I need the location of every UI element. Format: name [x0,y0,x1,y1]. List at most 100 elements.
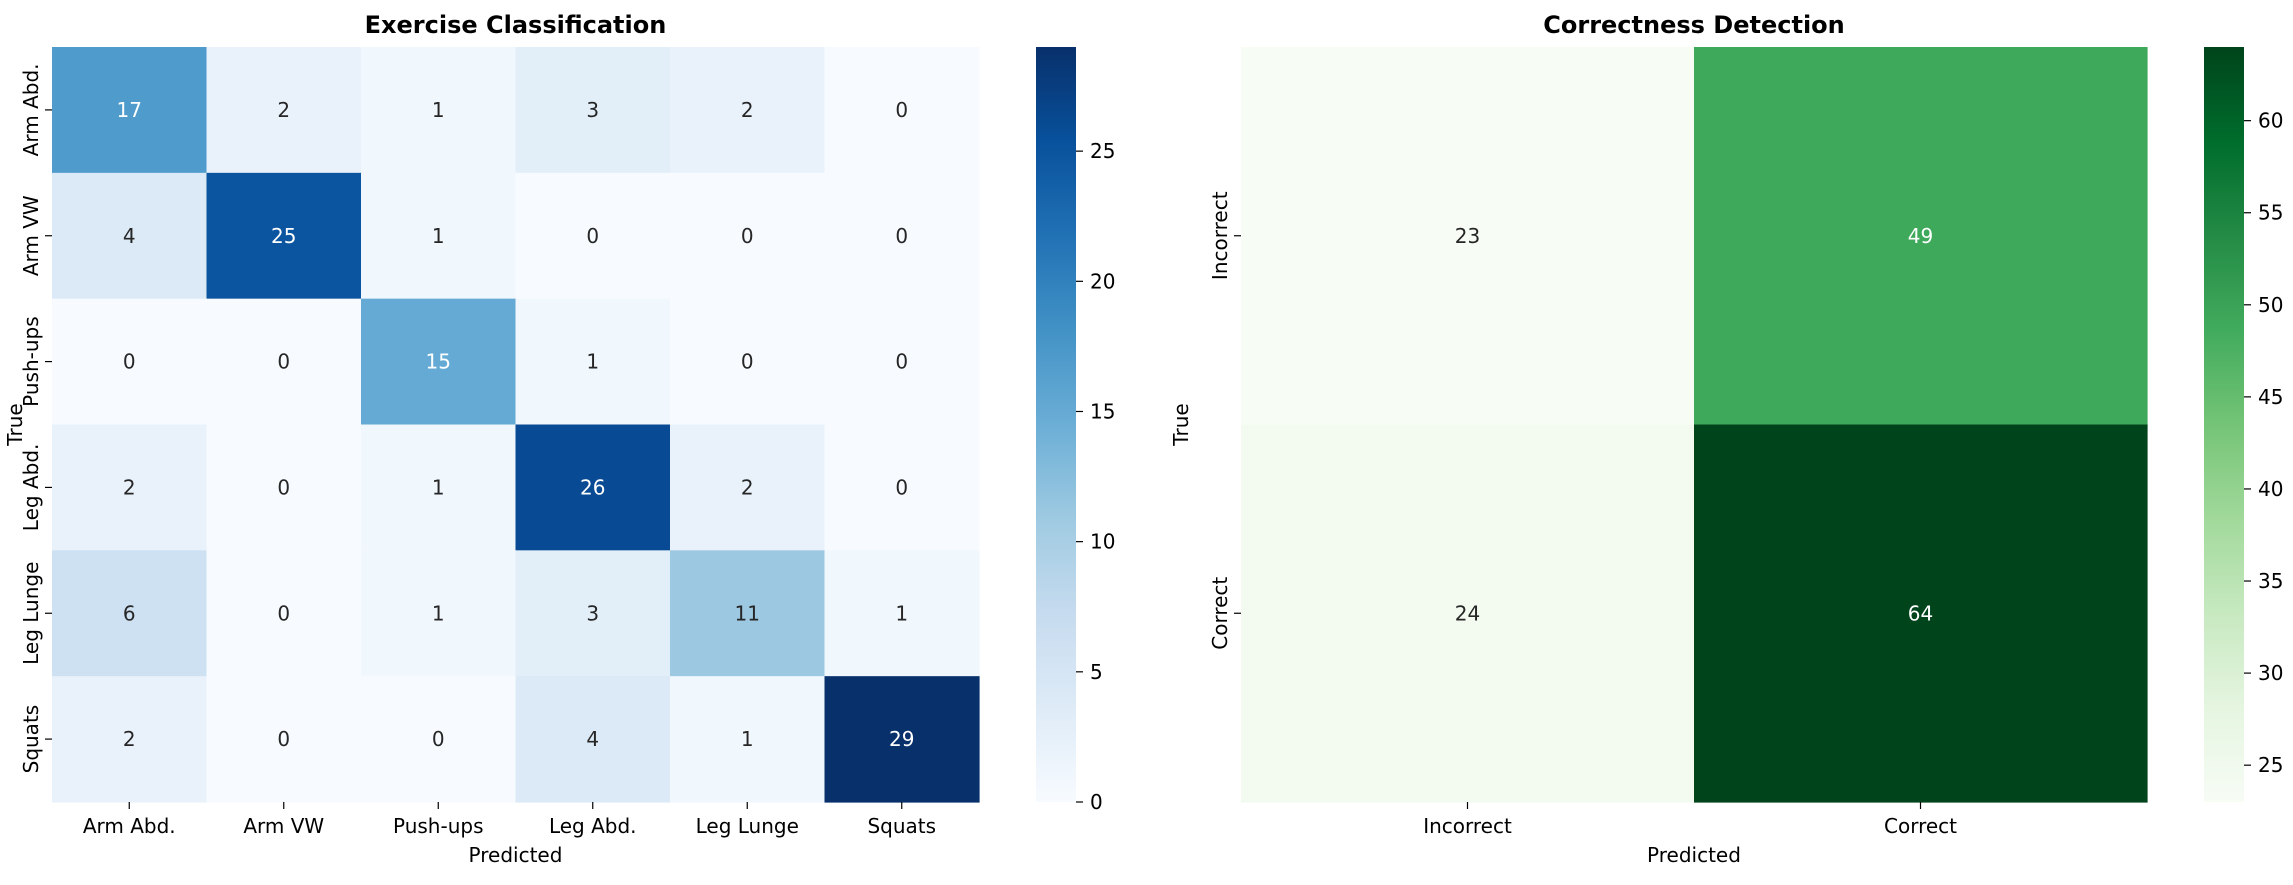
x-tick-label: Push-ups [393,814,484,838]
cell-value-label: 3 [586,98,599,122]
cell-value-label: 0 [895,224,908,248]
heatmap-cell [824,550,980,677]
colorbar-tick-label: 25 [2258,753,2283,777]
cell-value-label: 1 [432,98,445,122]
cell-value-label: 1 [432,224,445,248]
heatmap-cell [52,550,208,677]
heatmap-cell [1241,424,1695,803]
heatmap-cell [670,676,826,803]
heatmap-cell [206,47,362,174]
heatmap-cell [361,47,517,174]
colorbar-tick-label: 25 [1090,139,1115,163]
colorbar-tick-label: 30 [2258,661,2283,685]
heatmap-cell [206,298,362,426]
colorbar-tick-label: 60 [2258,109,2283,133]
cell-value-label: 17 [117,98,142,122]
cell-value-label: 1 [586,350,599,374]
cell-value-label: 0 [277,601,290,625]
cell-value-label: 0 [741,224,754,248]
cell-value-label: 24 [1455,601,1480,625]
heatmap-cell [670,298,826,426]
y-tick-label: Squats [19,705,43,774]
heatmap-cell [206,676,362,803]
cell-value-label: 26 [580,475,605,499]
y-tick-label: Incorrect [1208,191,1232,280]
x-tick-label: Correct [1884,814,1957,838]
colorbar-tick-label: 50 [2258,293,2283,317]
heatmap-cell [52,676,208,803]
colorbar-tick-label: 40 [2258,477,2283,501]
heatmap-cell [52,172,208,300]
colorbar-tick-label: 10 [1090,530,1115,554]
cell-value-label: 0 [586,224,599,248]
y-tick-label: Arm Abd. [19,64,43,157]
cell-value-label: 1 [432,601,445,625]
cell-value-label: 11 [735,601,760,625]
y-tick-label: Leg Abd. [19,444,43,532]
cell-value-label: 49 [1908,224,1933,248]
y-axis-label: True [1169,403,1193,446]
heatmap-cell [1694,47,2148,426]
heatmap-cell [361,298,517,426]
colorbar-tick-label: 0 [1090,790,1103,814]
colorbar-tick-label: 20 [1090,269,1115,293]
heatmap-cell [361,676,517,803]
cell-value-label: 1 [432,475,445,499]
y-tick-label: Leg Lunge [19,562,43,665]
x-tick-label: Leg Lunge [696,814,799,838]
x-tick-label: Arm VW [243,814,324,838]
cell-value-label: 3 [586,601,599,625]
heatmap-cell [824,47,980,174]
heatmap-cell [670,550,826,677]
heatmap-panel-2: 23 49 24 64 Correctness Detection Incorrect Co… [1169,11,2283,867]
colorbar-tick-label: 55 [2258,201,2283,225]
x-tick-label: Arm Abd. [83,814,176,838]
x-tick-label: Leg Abd. [549,814,637,838]
cell-value-label: 0 [277,475,290,499]
cell-value-label: 0 [895,350,908,374]
colorbar-tick-label: 35 [2258,569,2283,593]
cell-value-label: 6 [123,601,136,625]
heatmap-cell [515,47,671,174]
heatmap-cell [361,172,517,300]
heatmap-cell [670,47,826,174]
y-tick-label: Push-ups [19,316,43,407]
heatmap-cell [824,676,980,803]
colorbar [2204,47,2244,802]
heatmap-cell [670,172,826,300]
heatmap-cell [206,424,362,551]
chart-title: Correctness Detection [1543,11,1845,39]
cell-value-label: 23 [1455,224,1480,248]
y-tick-label: Arm VW [19,195,43,276]
heatmap-cell [670,424,826,551]
heatmap-cell [206,172,362,300]
cell-value-label: 4 [123,224,136,248]
cell-value-label: 29 [889,727,914,751]
colorbar [1036,47,1076,802]
cell-value-label: 0 [123,350,136,374]
cell-value-label: 0 [432,727,445,751]
heatmap-cell [52,298,208,426]
y-tick-label: Correct [1208,577,1232,650]
cell-value-label: 25 [271,224,296,248]
heatmap-cell [206,550,362,677]
cell-value-label: 0 [895,98,908,122]
x-axis-label: Predicted [1647,843,1741,867]
cell-value-label: 2 [277,98,290,122]
x-tick-label: Incorrect [1423,814,1512,838]
cell-value-label: 1 [741,727,754,751]
cell-value-label: 0 [277,727,290,751]
cell-value-label: 0 [741,350,754,374]
heatmap-cell [361,424,517,551]
colorbar-tick-label: 45 [2258,385,2283,409]
heatmap-cell [52,47,208,174]
cell-value-label: 0 [277,350,290,374]
heatmap-cell [515,298,671,426]
heatmap-cell [52,424,208,551]
heatmap-cell [515,676,671,803]
cell-value-label: 2 [123,727,136,751]
heatmap-cell [824,424,980,551]
heatmap-cell [361,550,517,677]
